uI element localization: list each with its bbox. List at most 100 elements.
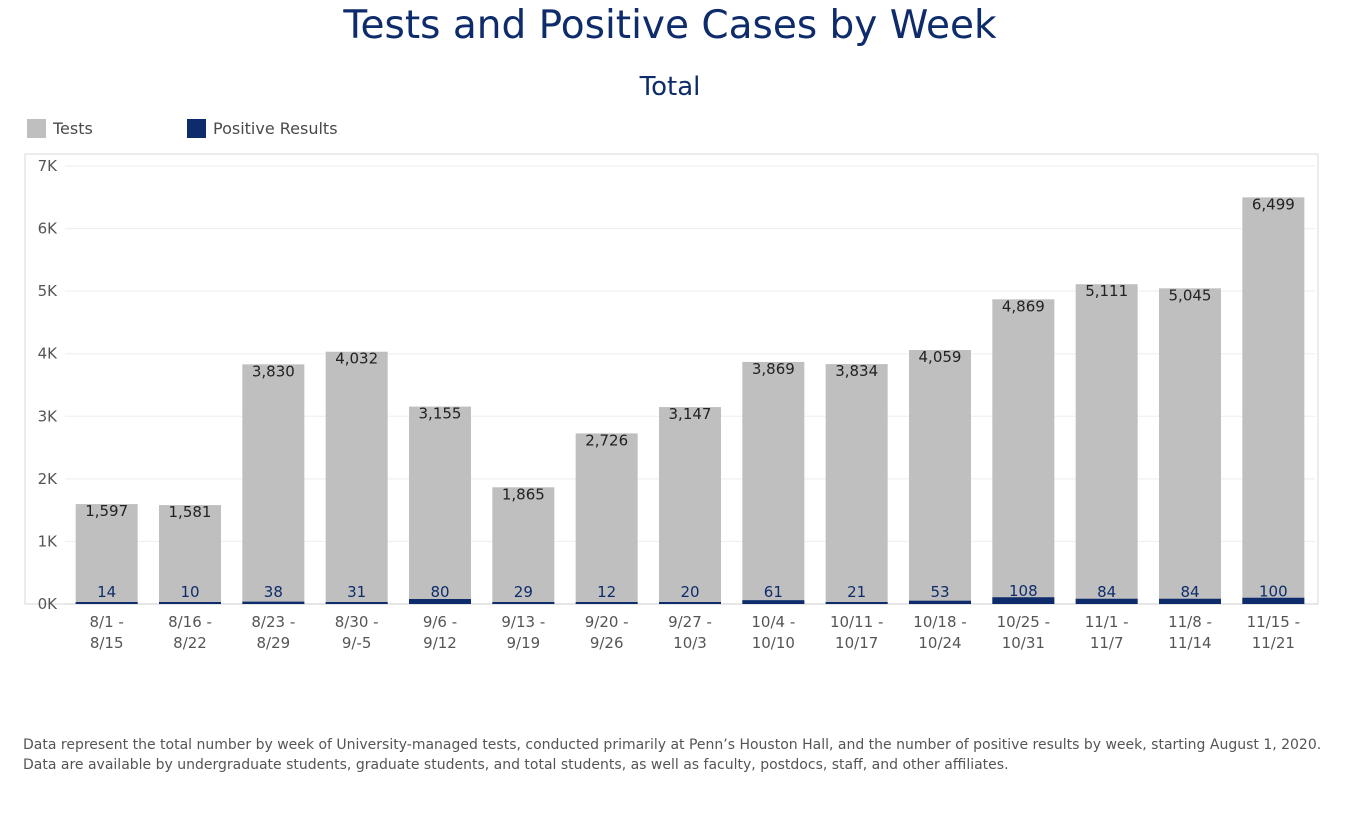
data-label-positive-results: 100 (1259, 583, 1288, 601)
legend-item-tests[interactable]: Tests (27, 119, 93, 138)
data-label-positive-results: 80 (430, 583, 449, 601)
data-label-tests: 3,834 (835, 362, 878, 380)
x-tick-label: 11/1 - (1085, 613, 1129, 631)
bar-tests (992, 299, 1055, 604)
bar-positive-results (409, 598, 471, 604)
bar-tests (1242, 197, 1305, 605)
x-tick-label: 10/11 - (830, 613, 883, 631)
data-label-tests: 3,830 (252, 362, 295, 380)
data-label-tests: 4,869 (1002, 297, 1045, 315)
bar-positive-results (742, 600, 805, 604)
bar-positive-results (75, 602, 138, 604)
bar-tests (242, 364, 305, 604)
x-tick-label: 11/14 (1168, 634, 1211, 652)
data-label-positive-results: 38 (264, 583, 283, 601)
data-label-tests: 3,155 (419, 405, 462, 423)
x-tick-label: 10/31 (1002, 634, 1045, 652)
x-tick-label: 11/15 - (1247, 613, 1300, 631)
x-tick-label: 8/30 - (335, 613, 379, 631)
data-label-positive-results: 12 (597, 583, 616, 601)
x-tick-label: 8/16 - (168, 613, 212, 631)
x-tick-label: 8/23 - (251, 613, 295, 631)
chart-subtitle: Total (639, 72, 701, 102)
data-label-positive-results: 84 (1097, 583, 1116, 601)
bar-tests (325, 351, 388, 604)
y-tick-label: 7K (38, 157, 59, 175)
y-tick-label: 5K (38, 282, 59, 300)
bar-tests (492, 487, 555, 604)
data-label-positive-results: 31 (347, 583, 366, 601)
x-tick-label: 9/13 - (501, 613, 545, 631)
data-label-positive-results: 29 (514, 583, 533, 601)
y-tick-label: 4K (38, 345, 59, 363)
bar-positive-results (1242, 597, 1305, 604)
data-label-positive-results: 14 (97, 583, 116, 601)
x-tick-label: 8/22 (173, 634, 207, 652)
x-tick-label: 10/17 (835, 634, 878, 652)
bar-positive-results (575, 602, 638, 604)
x-tick-label: 9/27 - (668, 613, 712, 631)
bar-tests (659, 407, 721, 604)
legend-label-positive-results: Positive Results (213, 119, 338, 138)
data-label-positive-results: 53 (930, 583, 949, 601)
y-tick-label: 0K (38, 595, 59, 613)
x-tick-label: 9/6 - (423, 613, 457, 631)
bar-tests (909, 350, 971, 604)
x-tick-label: 8/1 - (90, 613, 124, 631)
bar-positive-results (492, 602, 555, 604)
data-label-tests: 3,147 (669, 405, 712, 423)
bar-positive-results (909, 600, 971, 604)
bar-tests (1159, 288, 1221, 604)
x-tick-label: 9/19 (506, 634, 540, 652)
data-label-positive-results: 108 (1009, 582, 1038, 600)
data-label-tests: 1,865 (502, 485, 545, 503)
bar-tests (159, 505, 221, 604)
data-label-tests: 1,581 (169, 503, 212, 521)
data-label-positive-results: 20 (680, 583, 699, 601)
x-tick-label: 8/15 (90, 634, 124, 652)
x-tick-label: 11/21 (1252, 634, 1295, 652)
x-tick-label: 9/12 (423, 634, 457, 652)
data-label-positive-results: 84 (1180, 583, 1199, 601)
bar-tests (825, 364, 888, 604)
chart-footnote: Data represent the total number by week … (23, 737, 1322, 773)
bar-positive-results (1075, 598, 1138, 604)
bar-positive-results (992, 597, 1055, 604)
legend-swatch-positive-results (187, 119, 206, 138)
x-tick-label: 10/24 (918, 634, 961, 652)
data-label-tests: 3,869 (752, 360, 795, 378)
legend-swatch-tests (27, 119, 46, 138)
x-tick-label: 10/3 (673, 634, 707, 652)
x-tick-label: 10/10 (752, 634, 795, 652)
data-label-positive-results: 10 (180, 583, 199, 601)
legend-label-tests: Tests (53, 119, 93, 138)
x-tick-label: 9/-5 (342, 634, 372, 652)
chart-title: Tests and Positive Cases by Week (343, 3, 997, 48)
data-label-tests: 4,032 (335, 350, 378, 368)
bar-positive-results (825, 602, 888, 604)
y-tick-label: 3K (38, 407, 59, 425)
data-label-positive-results: 21 (847, 583, 866, 601)
data-label-tests: 5,045 (1169, 286, 1212, 304)
legend-item-positive-results[interactable]: Positive Results (187, 119, 338, 138)
data-label-tests: 6,499 (1252, 195, 1295, 213)
bar-tests (742, 361, 805, 604)
bar-positive-results (659, 602, 721, 604)
y-tick-label: 6K (38, 220, 59, 238)
bar-tests (575, 433, 638, 604)
bar-positive-results (242, 601, 305, 604)
x-tick-label: 8/29 (256, 634, 290, 652)
x-tick-label: 10/18 - (913, 613, 966, 631)
data-label-tests: 5,111 (1085, 282, 1128, 300)
bar-tests (409, 406, 471, 604)
x-tick-label: 11/7 (1090, 634, 1124, 652)
y-tick-label: 2K (38, 470, 59, 488)
y-tick-label: 1K (38, 532, 59, 550)
x-tick-label: 10/25 - (997, 613, 1050, 631)
data-label-tests: 2,726 (585, 431, 628, 449)
x-tick-label: 11/8 - (1168, 613, 1212, 631)
x-tick-label: 10/4 - (751, 613, 795, 631)
data-label-positive-results: 61 (764, 583, 783, 601)
x-tick-label: 9/20 - (585, 613, 629, 631)
